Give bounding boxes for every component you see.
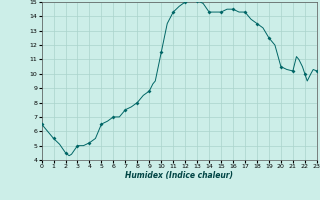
X-axis label: Humidex (Indice chaleur): Humidex (Indice chaleur) — [125, 171, 233, 180]
